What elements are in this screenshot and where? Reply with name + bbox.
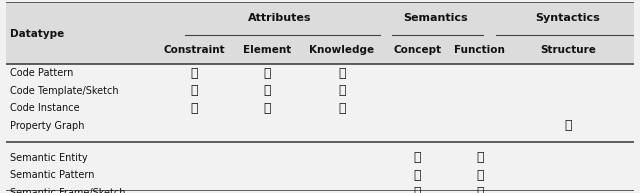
Text: Semantic Pattern: Semantic Pattern (10, 170, 94, 180)
Text: ✓: ✓ (564, 119, 572, 132)
Text: Knowledge: Knowledge (309, 45, 374, 55)
Text: ✗: ✗ (263, 67, 271, 80)
Text: Element: Element (243, 45, 291, 55)
Text: Code Instance: Code Instance (10, 103, 79, 113)
Bar (6, 2, 634, 64)
Text: Structure: Structure (540, 45, 596, 55)
Text: Function: Function (454, 45, 506, 55)
Text: ✓: ✓ (338, 102, 346, 115)
Text: Syntactics: Syntactics (536, 14, 600, 24)
Text: Constraint: Constraint (164, 45, 225, 55)
Text: ✗: ✗ (191, 67, 198, 80)
Text: ✓: ✓ (338, 67, 346, 80)
Text: Semantic Entity: Semantic Entity (10, 153, 87, 163)
Text: ✓: ✓ (476, 186, 484, 193)
Text: ✓: ✓ (263, 102, 271, 115)
Text: ✓: ✓ (338, 84, 346, 97)
Text: Datatype: Datatype (10, 29, 64, 39)
Text: ✓: ✓ (413, 186, 421, 193)
Text: Code Pattern: Code Pattern (10, 68, 73, 78)
Text: ✓: ✓ (413, 151, 421, 164)
Text: ✓: ✓ (476, 169, 484, 182)
Text: Code Template/Sketch: Code Template/Sketch (10, 86, 118, 96)
Text: ✗: ✗ (476, 151, 484, 164)
Text: ✓: ✓ (191, 84, 198, 97)
Text: Property Graph: Property Graph (10, 121, 84, 131)
Text: Semantic Frame/Sketch: Semantic Frame/Sketch (10, 188, 125, 193)
Text: Attributes: Attributes (248, 14, 311, 24)
Text: Semantics: Semantics (404, 14, 468, 24)
Text: ✗: ✗ (263, 84, 271, 97)
Text: ✗: ✗ (413, 169, 421, 182)
Text: ✓: ✓ (191, 102, 198, 115)
Text: Concept: Concept (393, 45, 441, 55)
